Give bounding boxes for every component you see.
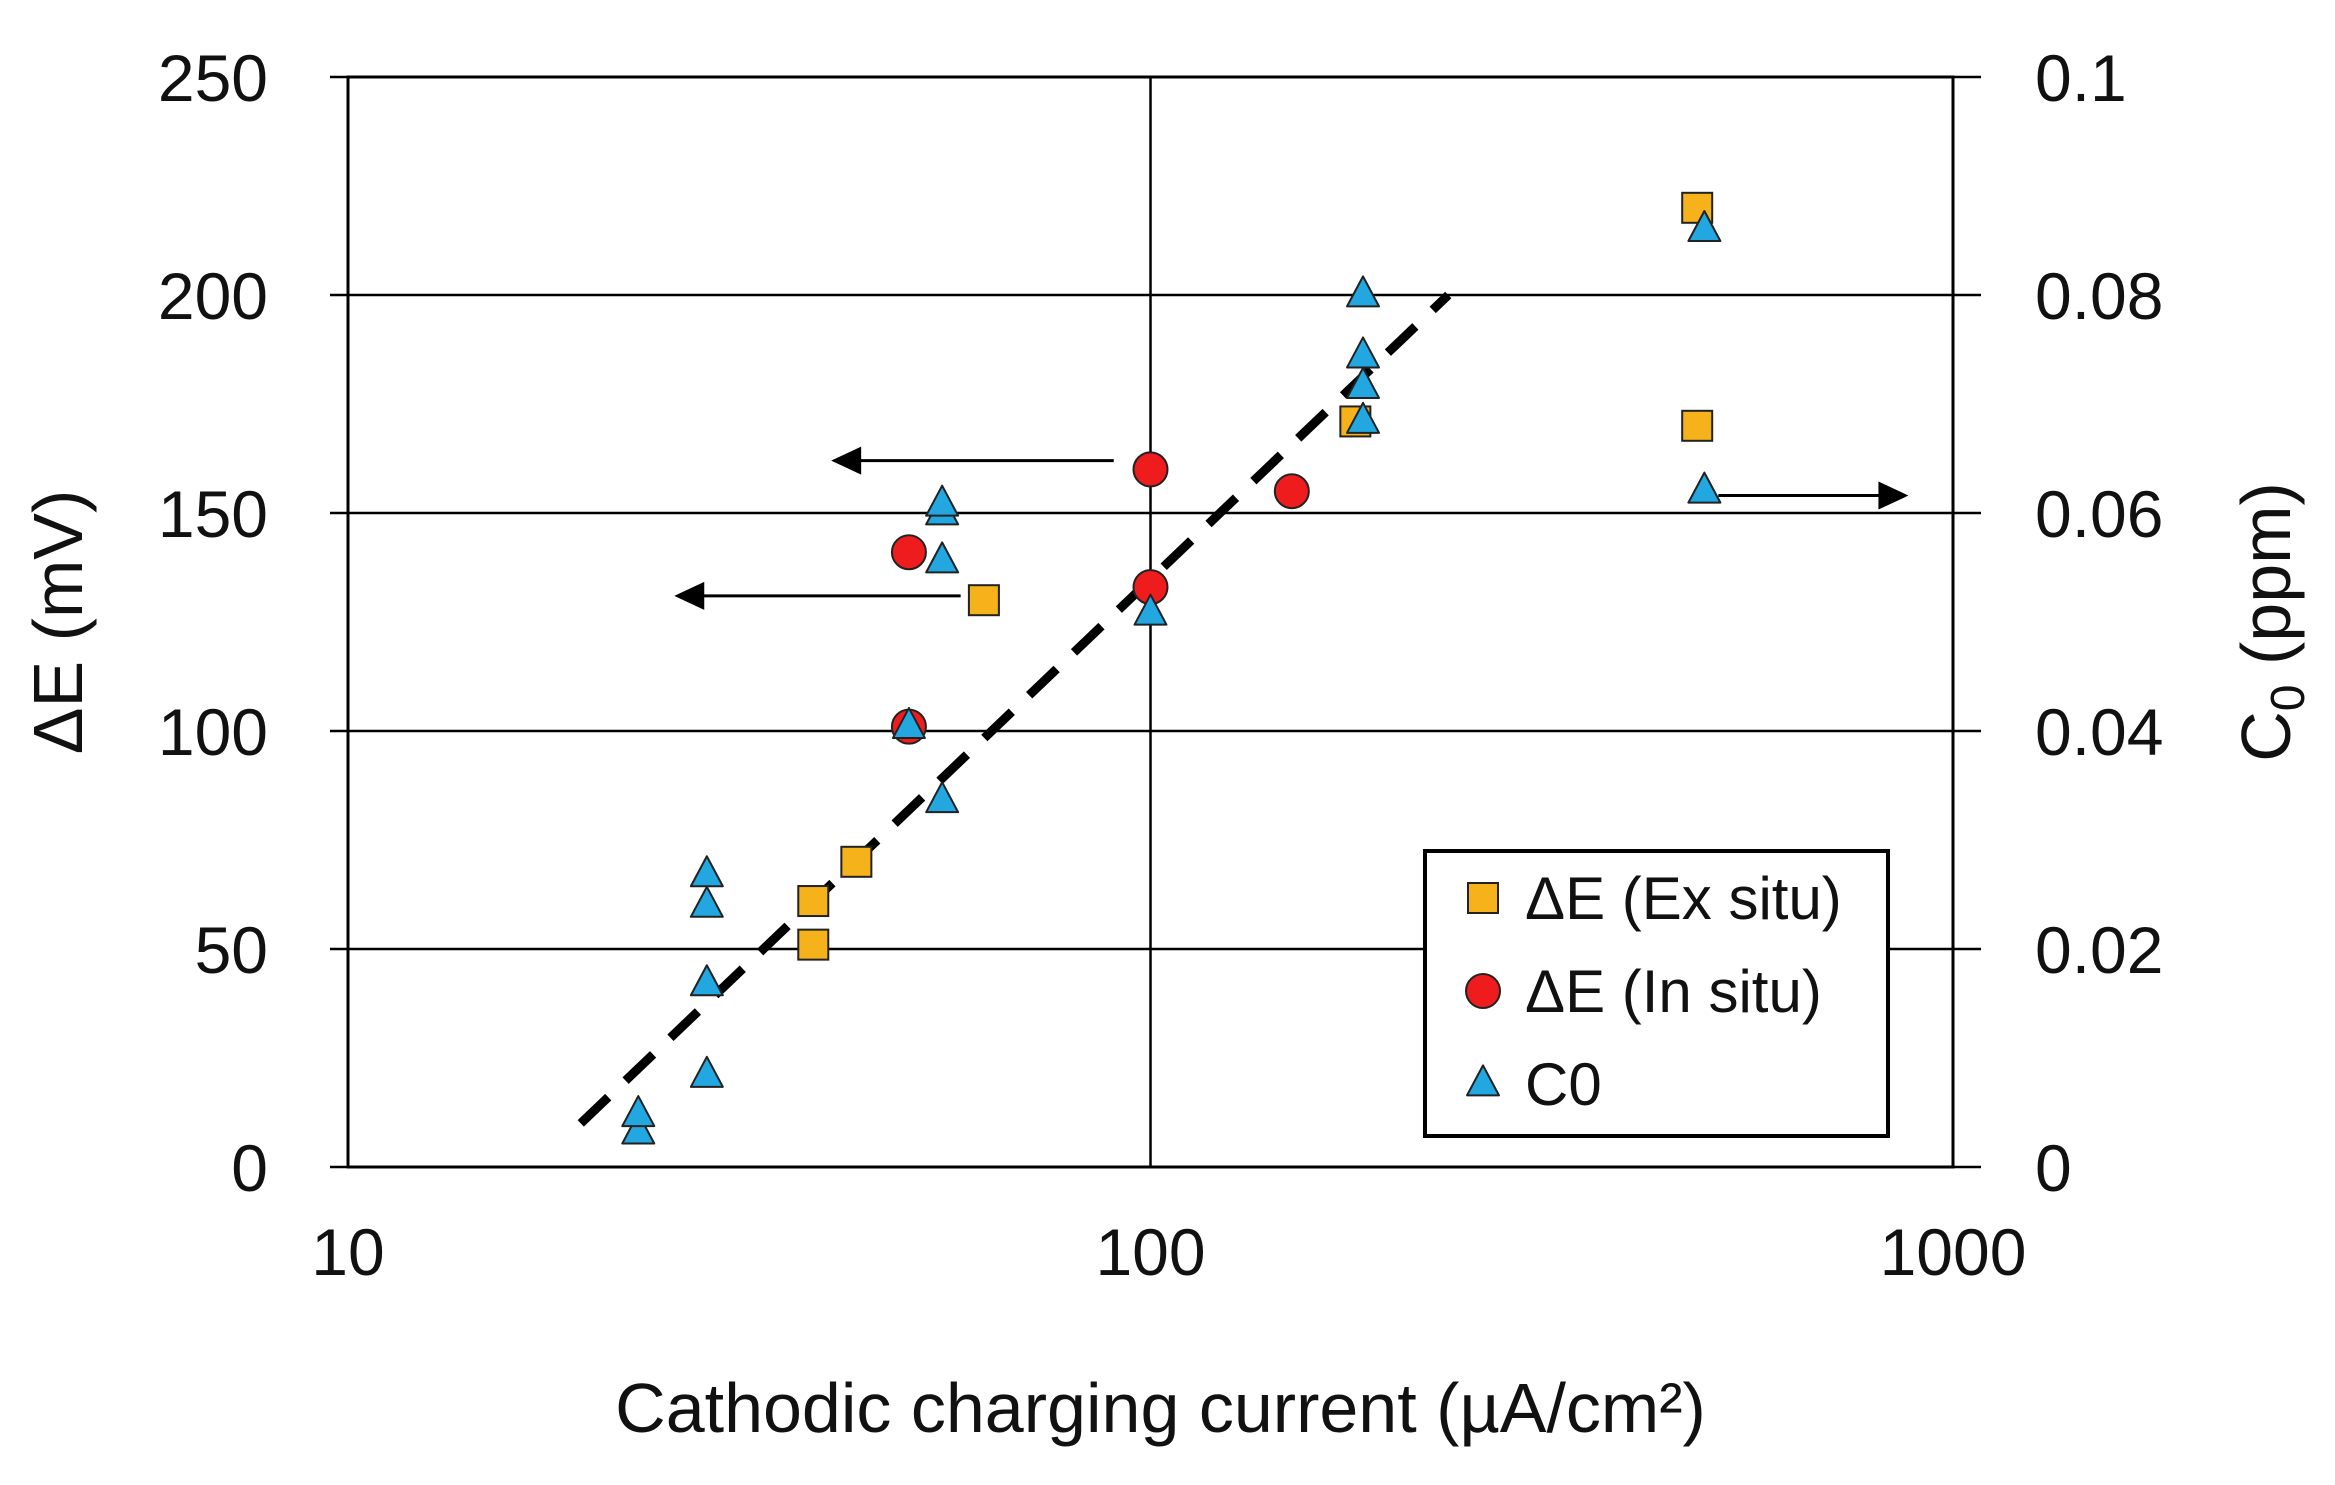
data-point-triangle <box>621 1112 656 1145</box>
series-triangle <box>621 210 1722 1145</box>
y2-axis-title-unit: (ppm) <box>2227 482 2305 684</box>
annotation-arrow-head <box>674 581 705 610</box>
tick-marks <box>330 75 1981 1169</box>
legend-label: ΔE (Ex situ) <box>1525 865 1842 932</box>
data-point-square <box>1681 409 1714 442</box>
data-point-triangle <box>1346 401 1381 434</box>
data-point-circle <box>1273 473 1310 510</box>
data-point-triangle <box>621 1095 656 1128</box>
y-tick-label: 50 <box>195 913 268 987</box>
data-point-circle <box>1132 451 1169 488</box>
legend-marker-triangle <box>1466 1064 1500 1097</box>
data-point-triangle <box>689 885 724 918</box>
y-axis-title: ΔE (mV) <box>19 490 97 755</box>
y2-axis-title: C0 (ppm) <box>2227 482 2315 762</box>
data-point-circle <box>890 534 927 571</box>
y-tick-label: 250 <box>158 41 268 115</box>
x-tick-label: 10 <box>311 1215 384 1289</box>
y-tick-label: 150 <box>158 477 268 551</box>
trendline-dashed <box>577 291 1452 1127</box>
legend-items: ΔE (Ex situ) ΔE (In situ) C0 <box>1465 865 1842 1118</box>
data-point-triangle <box>925 484 960 517</box>
series-square <box>797 191 1714 961</box>
plot-area-frame <box>346 75 1955 1169</box>
data-point-square <box>840 845 873 878</box>
y2-axis-title-subscript: 0 <box>2262 684 2315 711</box>
data-point-triangle <box>1346 275 1381 308</box>
y2-tick-label: 0.08 <box>2035 259 2163 333</box>
data-point-triangle <box>1687 471 1722 504</box>
data-point-triangle <box>1133 593 1168 626</box>
y2-tick-label: 0.06 <box>2035 477 2163 551</box>
data-point-square <box>967 584 1000 617</box>
annotation-arrow-head <box>831 446 862 475</box>
y2-tick-label: 0.04 <box>2035 695 2163 769</box>
y2-tick-label: 0 <box>2035 1131 2072 1205</box>
y2-tick-label: 0.1 <box>2035 41 2127 115</box>
x-tick-labels: 10 100 1000 <box>311 1215 2026 1289</box>
y2-axis-title-main: C <box>2227 711 2305 762</box>
legend-label: C0 <box>1525 1051 1602 1118</box>
legend-box <box>1423 849 1890 1138</box>
data-point-triangle <box>891 707 926 740</box>
data-point-triangle <box>925 781 960 814</box>
y-tick-label: 100 <box>158 695 268 769</box>
data-point-triangle <box>1346 336 1381 369</box>
y2-tick-labels: 0 0.02 0.04 0.06 0.08 0.1 <box>2035 41 2163 1205</box>
y-tick-label: 0 <box>231 1131 268 1205</box>
x-tick-label: 1000 <box>1880 1215 2027 1289</box>
y-tick-label: 200 <box>158 259 268 333</box>
annotation-arrow-head <box>1878 481 1909 510</box>
legend-marker-circle <box>1465 973 1501 1009</box>
data-point-triangle <box>689 855 724 888</box>
trendline <box>577 291 1452 1127</box>
data-point-triangle <box>1346 366 1381 399</box>
annotations <box>674 446 1909 610</box>
data-point-triangle <box>925 541 960 574</box>
data-point-triangle <box>1687 210 1722 242</box>
x-tick-label: 100 <box>1095 1215 1205 1289</box>
data-point-square <box>797 928 830 961</box>
legend: ΔE (Ex situ) ΔE (In situ) C0 <box>1423 849 1890 1138</box>
series-circle <box>890 451 1310 745</box>
data-point-triangle <box>689 964 724 997</box>
data-point-triangle <box>689 1055 724 1088</box>
data-point-square <box>797 885 830 918</box>
legend-marker-square <box>1467 882 1499 914</box>
y-tick-labels: 0 50 100 150 200 250 <box>158 41 268 1205</box>
legend-label: ΔE (In situ) <box>1525 958 1822 1025</box>
y2-tick-label: 0.02 <box>2035 913 2163 987</box>
x-axis-title: Cathodic charging current (µA/cm²) <box>615 1369 1706 1447</box>
data-points <box>621 191 1722 1145</box>
